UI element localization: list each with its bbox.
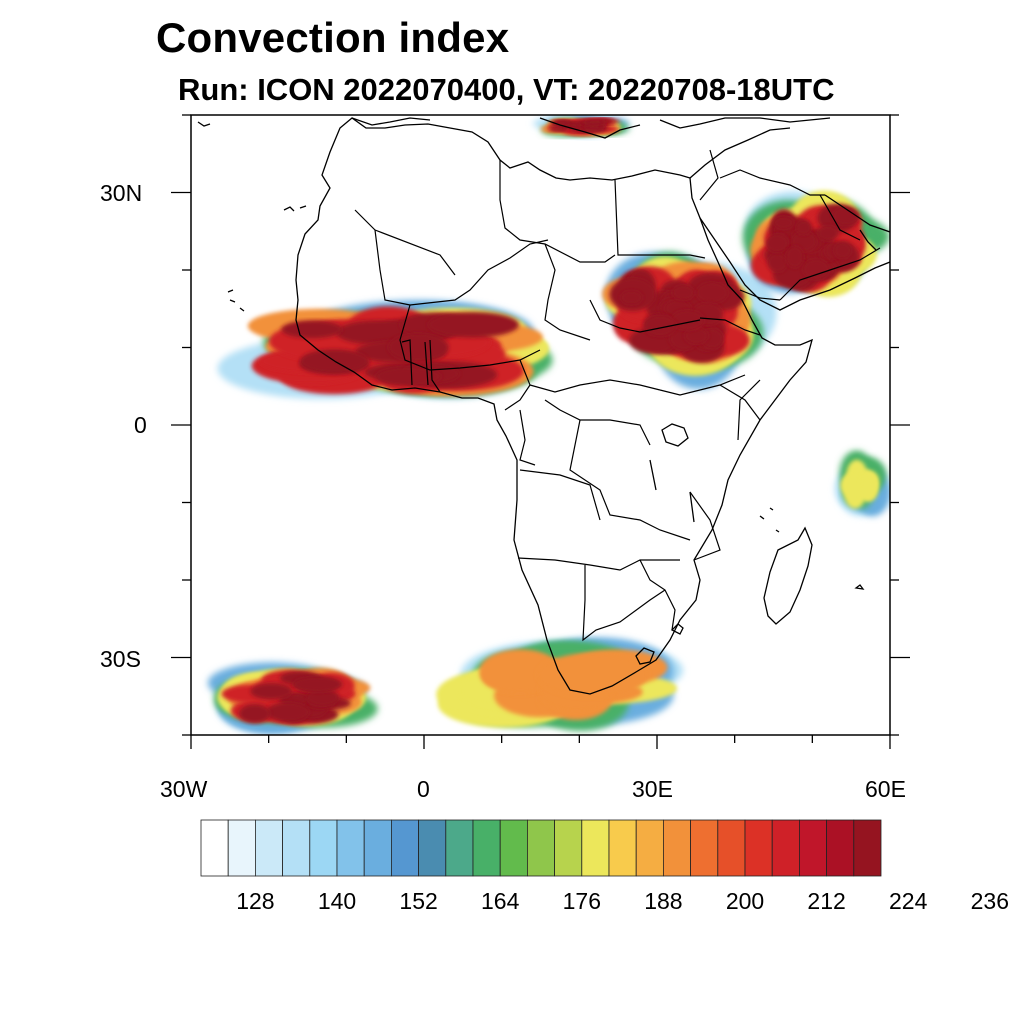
field-cell bbox=[281, 320, 343, 339]
colorbar-swatch bbox=[255, 819, 284, 877]
colorbar bbox=[200, 819, 882, 877]
colorbar-swatch bbox=[771, 819, 800, 877]
axis-ticks bbox=[171, 114, 910, 749]
field-cell bbox=[843, 472, 867, 509]
colorbar-swatch bbox=[445, 819, 474, 877]
colorbar-swatch bbox=[309, 819, 338, 877]
field-cell bbox=[427, 311, 519, 338]
colorbar-swatch bbox=[635, 819, 664, 877]
field-cell bbox=[684, 327, 709, 345]
africa-coastline bbox=[295, 117, 813, 695]
colorbar-tick-label: 140 bbox=[317, 888, 357, 914]
colorbar-swatch bbox=[581, 819, 610, 877]
colorbar-swatch bbox=[282, 819, 311, 877]
lesotho-outline bbox=[635, 647, 655, 665]
colorbar-tick-label: 236 bbox=[970, 888, 1009, 914]
field-cell bbox=[833, 242, 852, 259]
madagascar-coastline bbox=[763, 526, 813, 625]
colorbar-tick-label: 152 bbox=[399, 888, 438, 914]
colorbar-swatch bbox=[227, 819, 256, 877]
field-cell bbox=[388, 333, 449, 362]
colorbar-swatch bbox=[717, 819, 746, 877]
field-cell bbox=[670, 310, 705, 331]
colorbar-tick-label: 164 bbox=[481, 888, 520, 914]
coastlines bbox=[197, 117, 890, 695]
xtick-label: 60E bbox=[865, 776, 906, 802]
chart-subtitle: Run: ICON 2022070400, VT: 20220708-18UTC bbox=[178, 72, 835, 107]
field-cell bbox=[791, 231, 817, 252]
arabia-coastline bbox=[699, 217, 890, 311]
field-cell bbox=[773, 216, 794, 230]
lake-victoria-outline bbox=[661, 423, 689, 447]
field-cell bbox=[548, 126, 569, 133]
country-borders bbox=[354, 149, 881, 642]
colorbar-swatch bbox=[690, 819, 719, 877]
colorbar-swatch bbox=[390, 819, 419, 877]
field-cell bbox=[696, 282, 729, 304]
field-cell bbox=[238, 704, 271, 724]
field-cell bbox=[479, 649, 562, 694]
field-cell bbox=[817, 225, 839, 241]
field-cell bbox=[785, 246, 804, 268]
colorbar-swatch bbox=[526, 819, 555, 877]
xtick-label: 0 bbox=[417, 776, 430, 802]
ytick-label: 30S bbox=[100, 646, 141, 672]
field-cell bbox=[643, 315, 677, 337]
field-cell bbox=[765, 233, 789, 253]
colorbar-tick-label: 176 bbox=[562, 888, 601, 914]
convection-field bbox=[207, 115, 890, 734]
field-cell bbox=[620, 290, 643, 305]
field-cell bbox=[265, 702, 310, 722]
field-cell bbox=[306, 688, 339, 706]
colorbar-tick-label: 200 bbox=[725, 888, 765, 914]
xtick-label: 30W bbox=[160, 776, 208, 802]
field-cell bbox=[795, 220, 812, 235]
colorbar-swatch bbox=[499, 819, 528, 877]
colorbar-swatch bbox=[853, 819, 882, 877]
colorbar-swatch bbox=[200, 819, 229, 877]
field-cell bbox=[375, 366, 442, 387]
field-cell bbox=[292, 676, 343, 693]
field-cell bbox=[767, 253, 788, 273]
ytick-label: 0 bbox=[134, 412, 147, 438]
field-cell bbox=[583, 119, 607, 126]
colorbar-swatch bbox=[799, 819, 828, 877]
colorbar-swatch bbox=[418, 819, 447, 877]
eswatini-outline bbox=[670, 623, 684, 635]
chart-title: Convection index bbox=[156, 14, 510, 61]
field-cell bbox=[549, 120, 571, 127]
field-cell bbox=[802, 258, 830, 280]
colorbar-tick-label: 224 bbox=[889, 888, 928, 914]
field-cell bbox=[537, 652, 648, 697]
colorbar-swatch bbox=[662, 819, 691, 877]
colorbar-swatch bbox=[826, 819, 855, 877]
field-cell bbox=[250, 683, 293, 700]
colorbar-tick-label: 212 bbox=[807, 888, 846, 914]
colorbar-swatch bbox=[363, 819, 392, 877]
colorbar-swatch bbox=[744, 819, 773, 877]
field-cell bbox=[672, 285, 695, 301]
colorbar-swatch bbox=[336, 819, 365, 877]
colorbar-tick-label: 188 bbox=[644, 888, 683, 914]
ytick-label: 30N bbox=[100, 180, 143, 206]
colorbar-swatch bbox=[554, 819, 583, 877]
colorbar-swatch bbox=[608, 819, 637, 877]
colorbar-swatch bbox=[472, 819, 501, 877]
xtick-label: 30E bbox=[632, 776, 673, 802]
field-cell bbox=[859, 477, 878, 502]
colorbar-tick-label: 128 bbox=[236, 888, 275, 914]
field-cell bbox=[832, 206, 860, 226]
